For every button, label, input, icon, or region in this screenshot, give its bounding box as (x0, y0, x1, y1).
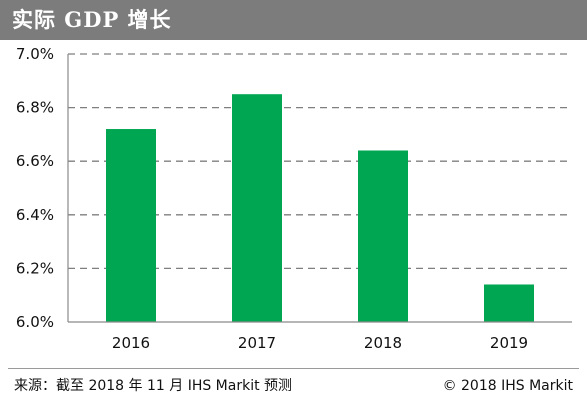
footer-divider (8, 368, 579, 369)
bar-2017 (232, 94, 282, 322)
x-tick-label: 2017 (238, 334, 276, 352)
chart-plot: 6.0% 6.2% 6.4% 6.6% 6.8% 7.0% 2016 2017 2018 2019 (16, 45, 572, 352)
y-tick-label: 6.0% (16, 313, 54, 331)
x-tick-label: 2016 (112, 334, 150, 352)
y-tick-label: 6.2% (16, 259, 54, 277)
title-bar: 实际 GDP 增长 (0, 0, 587, 40)
copyright-note: © 2018 IHS Markit (442, 378, 573, 394)
chart-title: 实际 GDP 增长 (12, 7, 172, 32)
bar-2018 (358, 150, 408, 322)
bar-2016 (106, 129, 156, 322)
source-note: 来源：截至 2018 年 11 月 IHS Markit 预测 (14, 378, 293, 394)
y-tick-label: 7.0% (16, 45, 54, 63)
y-tick-label: 6.4% (16, 206, 54, 224)
bar-2019 (484, 284, 534, 322)
x-tick-label: 2019 (490, 334, 528, 352)
y-tick-label: 6.6% (16, 152, 54, 170)
y-tick-label: 6.8% (16, 99, 54, 117)
x-tick-label: 2018 (364, 334, 402, 352)
